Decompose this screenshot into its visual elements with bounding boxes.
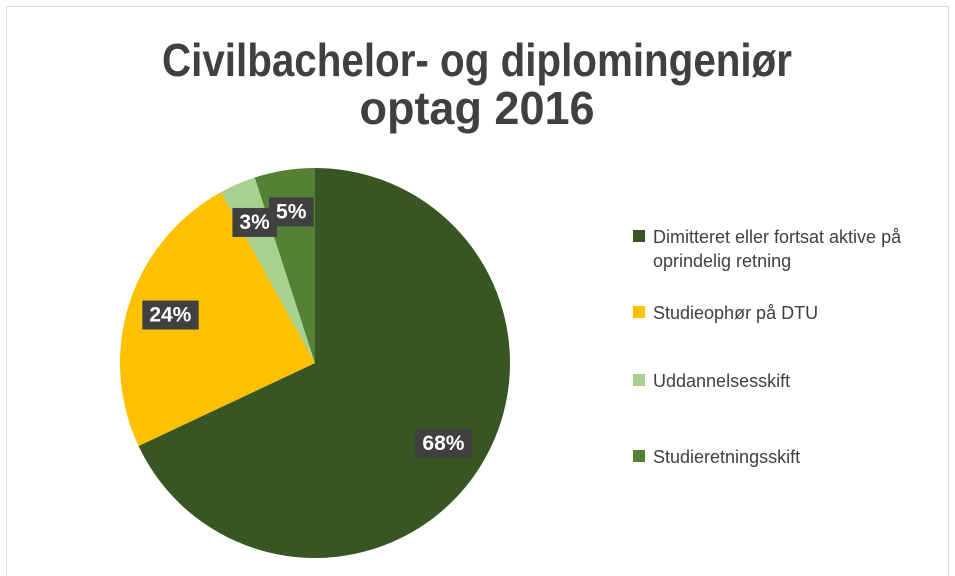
- pie-slice: [138, 168, 511, 559]
- chart-title: optag 2016: [360, 82, 595, 134]
- legend-item: Studieophør på DTU: [633, 301, 903, 325]
- chart-title: Civilbachelor- og diplomingeniør: [162, 34, 792, 86]
- data-label: 5%: [276, 200, 307, 223]
- legend-swatch: [633, 230, 645, 242]
- legend-item: Dimitteret eller fortsat aktive på oprin…: [633, 225, 903, 273]
- legend-swatch: [633, 374, 645, 386]
- legend-label: Studieretningsskift: [653, 447, 801, 467]
- data-label: 3%: [239, 211, 270, 234]
- legend-swatch: [633, 306, 645, 318]
- legend-item: Studieretningsskift: [633, 445, 903, 469]
- legend-label: Dimitteret eller fortsat aktive på oprin…: [653, 227, 902, 271]
- data-label-box: [415, 429, 472, 459]
- data-label: 24%: [149, 304, 191, 327]
- legend-label: Uddannelsesskift: [653, 371, 791, 391]
- chart-border: [6, 6, 949, 576]
- data-label-box: [269, 197, 314, 227]
- data-label-box: [142, 300, 199, 330]
- pie-slice: [120, 192, 316, 447]
- legend-label: Studieophør på DTU: [653, 303, 819, 323]
- legend-item: Uddannelsesskift: [633, 369, 903, 393]
- data-label: 68%: [422, 432, 464, 455]
- legend-swatch: [633, 450, 645, 462]
